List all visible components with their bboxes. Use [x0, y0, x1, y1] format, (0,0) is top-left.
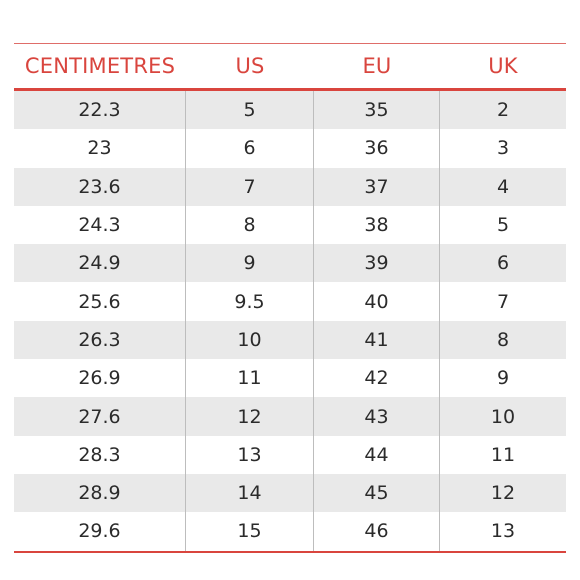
table-top-rule [14, 43, 566, 44]
cell-us: 6 [186, 129, 314, 168]
header-eu: EU [362, 54, 392, 78]
table-row: 28.9 14 45 12 [14, 473, 566, 513]
cell-centimetres: 23.6 [14, 167, 186, 206]
cell-eu: 41 [314, 320, 440, 360]
table-header-rule [14, 88, 566, 91]
table-row: 29.6 15 46 13 [14, 512, 566, 551]
cell-us: 8 [186, 205, 314, 245]
cell-uk: 3 [496, 137, 510, 160]
cell-centimetres: 22.3 [14, 91, 186, 130]
cell-eu: 36 [314, 129, 440, 168]
table-row: 23.6 7 37 4 [14, 167, 566, 206]
cell-eu: 37 [314, 167, 440, 206]
cell-us: 10 [186, 320, 314, 360]
cell-centimetres: 26.3 [14, 320, 186, 360]
cell-uk: 7 [496, 290, 510, 313]
cell-us: 9 [186, 244, 314, 283]
table-row: 28.3 13 44 11 [14, 435, 566, 474]
cell-eu: 35 [314, 91, 440, 130]
cell-eu: 43 [314, 397, 440, 436]
table-row: 25.6 9.5 40 7 [14, 282, 566, 321]
cell-eu: 42 [314, 359, 440, 398]
cell-uk: 4 [496, 175, 510, 198]
cell-us: 11 [186, 359, 314, 398]
cell-us: 13 [186, 435, 314, 474]
cell-uk: 2 [496, 99, 510, 122]
header-uk: UK [488, 54, 518, 78]
table-row: 23 6 36 3 [14, 129, 566, 168]
cell-uk: 13 [490, 520, 516, 543]
cell-centimetres: 29.6 [14, 512, 186, 551]
table-body: 22.3 5 35 2 23 6 36 3 23.6 7 37 4 24.3 8 38 5 24.9 9 39 6 25… [14, 91, 566, 551]
table-header-row: CENTIMETRES US EU UK [14, 44, 566, 88]
cell-eu: 44 [314, 435, 440, 474]
cell-centimetres: 24.9 [14, 244, 186, 283]
cell-eu: 39 [314, 244, 440, 283]
cell-eu: 45 [314, 473, 440, 513]
table-row: 26.3 10 41 8 [14, 320, 566, 360]
header-us: US [235, 54, 265, 78]
cell-uk: 10 [490, 405, 516, 428]
table-row: 24.3 8 38 5 [14, 205, 566, 245]
cell-us: 14 [186, 473, 314, 513]
cell-centimetres: 28.9 [14, 473, 186, 513]
cell-centimetres: 26.9 [14, 359, 186, 398]
cell-uk: 5 [496, 214, 510, 237]
table-row: 26.9 11 42 9 [14, 359, 566, 398]
cell-uk: 8 [496, 328, 510, 351]
cell-centimetres: 27.6 [14, 397, 186, 436]
table-row: 24.9 9 39 6 [14, 244, 566, 283]
cell-uk: 9 [496, 367, 510, 390]
size-chart-table: CENTIMETRES US EU UK 22.3 5 35 2 23 6 36 3 23.6 7… [14, 43, 566, 553]
cell-us: 7 [186, 167, 314, 206]
cell-eu: 38 [314, 205, 440, 245]
cell-centimetres: 24.3 [14, 205, 186, 245]
cell-eu: 46 [314, 512, 440, 551]
table-bottom-rule [14, 550, 566, 553]
cell-us: 12 [186, 397, 314, 436]
cell-us: 5 [186, 91, 314, 130]
cell-us: 15 [186, 512, 314, 551]
cell-uk: 6 [496, 252, 510, 275]
cell-us: 9.5 [186, 282, 314, 321]
cell-centimetres: 23 [14, 129, 186, 168]
cell-eu: 40 [314, 282, 440, 321]
cell-centimetres: 25.6 [14, 282, 186, 321]
header-centimetres: CENTIMETRES [24, 54, 176, 78]
cell-centimetres: 28.3 [14, 435, 186, 474]
cell-uk: 12 [490, 482, 516, 505]
table-row: 22.3 5 35 2 [14, 91, 566, 130]
cell-uk: 11 [490, 443, 516, 466]
table-row: 27.6 12 43 10 [14, 397, 566, 436]
